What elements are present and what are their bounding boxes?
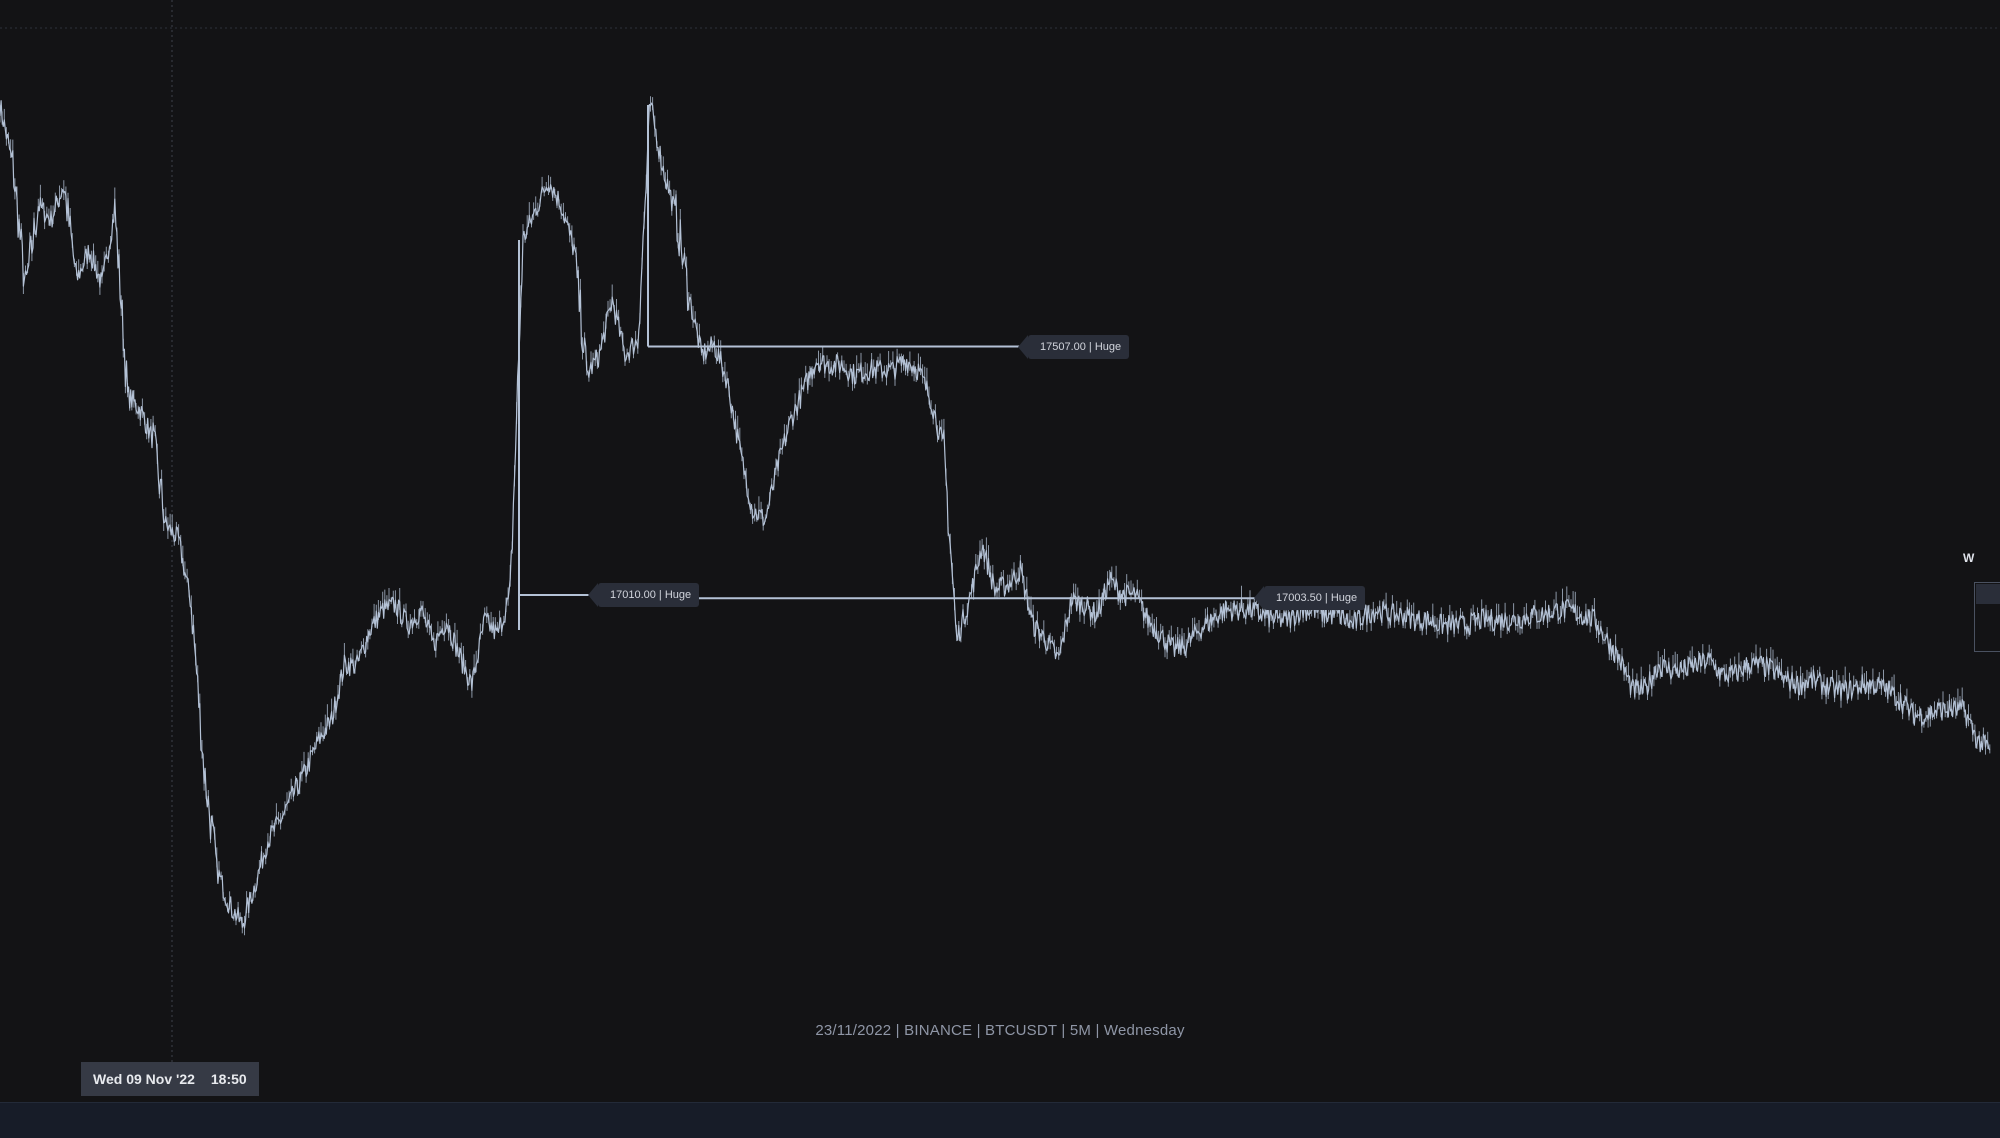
- w-marker: W: [1963, 551, 1975, 565]
- crosshair-date: Wed 09 Nov '22: [93, 1071, 195, 1087]
- level-tag-17010[interactable]: 17010.00 | Huge: [587, 583, 700, 607]
- chart-area[interactable]: 17507.00 | Huge 17010.00 | Huge 17003.50…: [0, 0, 2000, 1102]
- level-tag-17507[interactable]: 17507.00 | Huge: [1017, 334, 1130, 359]
- crosshair-time-label: Wed 09 Nov '22 18:50: [81, 1062, 259, 1096]
- chart-watermark: 23/11/2022 | BINANCE | BTCUSDT | 5M | We…: [815, 1022, 1185, 1039]
- live-price-box: [1974, 582, 2000, 652]
- live-price-tab: [1976, 584, 2000, 604]
- levels-group: [518, 105, 1256, 630]
- bottom-toolbar: [0, 1102, 2000, 1138]
- crosshair-time: 18:50: [210, 1071, 247, 1087]
- price-series-line: [0, 100, 1991, 929]
- price-chart[interactable]: [0, 0, 2000, 1102]
- price-series-group: [0, 96, 1991, 936]
- level-tag-17003[interactable]: 17003.50 | Huge: [1253, 586, 1366, 611]
